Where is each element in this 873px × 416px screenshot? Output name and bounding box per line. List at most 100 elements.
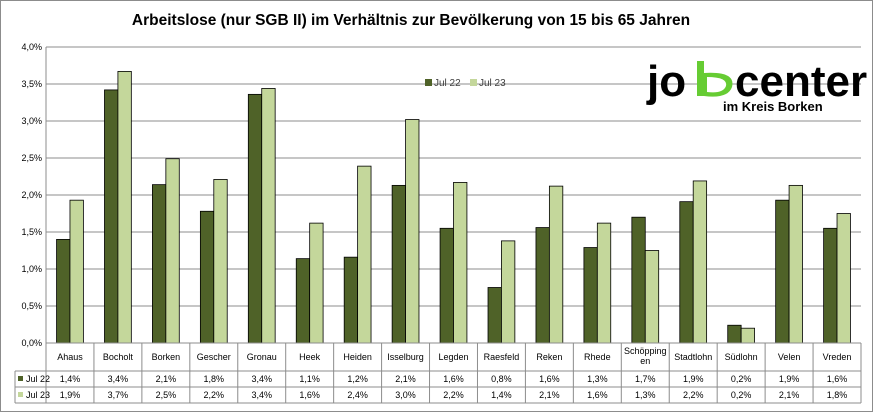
- data-label: 2,1%: [539, 390, 560, 400]
- data-label: 1,6%: [539, 374, 560, 384]
- table-series-label: Jul 22: [26, 374, 50, 384]
- category-label: Südlohn: [725, 352, 758, 362]
- logo-b-mark: [697, 61, 733, 97]
- bar: [548, 185, 564, 344]
- bar: [692, 180, 708, 344]
- data-label: 1,8%: [204, 374, 225, 384]
- data-label: 3,0%: [395, 390, 416, 400]
- bar: [501, 240, 516, 344]
- logo-subtitle: im Kreis Borken: [723, 99, 823, 114]
- legend-label-jul22: Jul 22: [434, 78, 461, 89]
- data-label: 2,5%: [156, 390, 177, 400]
- category-label: Legden: [438, 352, 468, 362]
- y-tick-label: 2,5%: [21, 153, 42, 163]
- y-tick-label: 4,0%: [21, 42, 42, 52]
- legend-swatch-jul23: [470, 79, 477, 86]
- category-label: Stadtlohn: [674, 352, 712, 362]
- bar: [644, 250, 660, 344]
- y-tick-label: 0,0%: [21, 338, 42, 348]
- bar: [631, 216, 646, 344]
- category-label: Rhede: [584, 352, 611, 362]
- bar: [213, 179, 228, 344]
- data-label: 3,4%: [108, 374, 129, 384]
- data-label: 3,4%: [251, 390, 272, 400]
- y-tick-label: 1,5%: [21, 227, 42, 237]
- y-tick-label: 2,0%: [21, 190, 42, 200]
- data-label: 3,4%: [251, 374, 272, 384]
- data-label: 1,9%: [683, 374, 704, 384]
- data-label: 1,2%: [347, 374, 368, 384]
- data-label: 1,1%: [299, 374, 320, 384]
- data-label: 2,2%: [683, 390, 704, 400]
- y-tick-label: 0,5%: [21, 301, 42, 311]
- table-swatch: [18, 376, 23, 381]
- category-label: Bocholt: [103, 352, 134, 362]
- category-label: Vreden: [823, 352, 852, 362]
- bar: [535, 227, 550, 344]
- bar: [596, 222, 612, 344]
- bar: [357, 165, 372, 344]
- bar: [487, 287, 502, 344]
- data-label: 1,9%: [779, 374, 800, 384]
- bar: [439, 227, 454, 344]
- logo-word-right: center: [735, 57, 867, 106]
- bar: [788, 184, 803, 344]
- data-label: 1,4%: [60, 374, 81, 384]
- data-label: 2,1%: [779, 390, 800, 400]
- bar: [56, 238, 71, 344]
- table-series-label: Jul 23: [26, 390, 50, 400]
- data-label: 1,7%: [635, 374, 656, 384]
- data-label: 2,4%: [347, 390, 368, 400]
- bar: [247, 93, 263, 344]
- data-label: 2,2%: [443, 390, 464, 400]
- data-label: 1,9%: [60, 390, 81, 400]
- bar: [199, 210, 215, 344]
- bar: [740, 327, 755, 344]
- category-label: Heiden: [343, 352, 372, 362]
- y-tick-label: 3,5%: [21, 79, 42, 89]
- data-label: 2,1%: [156, 374, 177, 384]
- jobcenter-logo: jo center im Kreis Borken: [646, 57, 867, 114]
- data-label: 1,3%: [587, 374, 608, 384]
- data-label: 0,2%: [731, 374, 752, 384]
- bar: [453, 182, 468, 344]
- category-label: en: [640, 356, 650, 366]
- bar: [69, 199, 84, 344]
- bars: [56, 71, 851, 344]
- category-label: Gronau: [247, 352, 277, 362]
- bar: [343, 256, 359, 344]
- bar: [823, 227, 838, 344]
- category-label: Schöpping: [624, 346, 667, 356]
- bar: [165, 158, 180, 344]
- legend-swatch-jul22: [425, 79, 432, 86]
- data-label: 2,1%: [395, 374, 416, 384]
- category-label: Borken: [152, 352, 181, 362]
- data-label: 3,7%: [108, 390, 129, 400]
- logo-word-left: jo: [646, 57, 686, 106]
- chart-title: Arbeitslose (nur SGB II) im Verhältnis z…: [132, 12, 690, 29]
- data-label: 1,8%: [827, 390, 848, 400]
- category-label: Gescher: [197, 352, 231, 362]
- data-label: 1,6%: [587, 390, 608, 400]
- category-label: Raesfeld: [484, 352, 520, 362]
- category-label: Velen: [778, 352, 801, 362]
- bar: [152, 184, 167, 344]
- bar: [104, 89, 119, 344]
- category-label: Isselburg: [387, 352, 424, 362]
- data-label: 0,2%: [731, 390, 752, 400]
- legend: Jul 22 Jul 23: [425, 78, 506, 89]
- data-table: Jul 22 Jul 23 Ahaus 1,4% 1,9% Bocholt 3,4% 3,7%…: [14, 342, 862, 404]
- bar: [727, 324, 742, 344]
- category-label: Ahaus: [57, 352, 83, 362]
- data-label: 2,2%: [204, 390, 225, 400]
- bar: [309, 222, 324, 344]
- data-label: 0,8%: [491, 374, 512, 384]
- data-label: 1,3%: [635, 390, 656, 400]
- bar: [775, 199, 790, 344]
- category-label: Reken: [536, 352, 562, 362]
- data-label: 1,4%: [491, 390, 512, 400]
- data-label: 1,6%: [827, 374, 848, 384]
- bar: [836, 213, 851, 344]
